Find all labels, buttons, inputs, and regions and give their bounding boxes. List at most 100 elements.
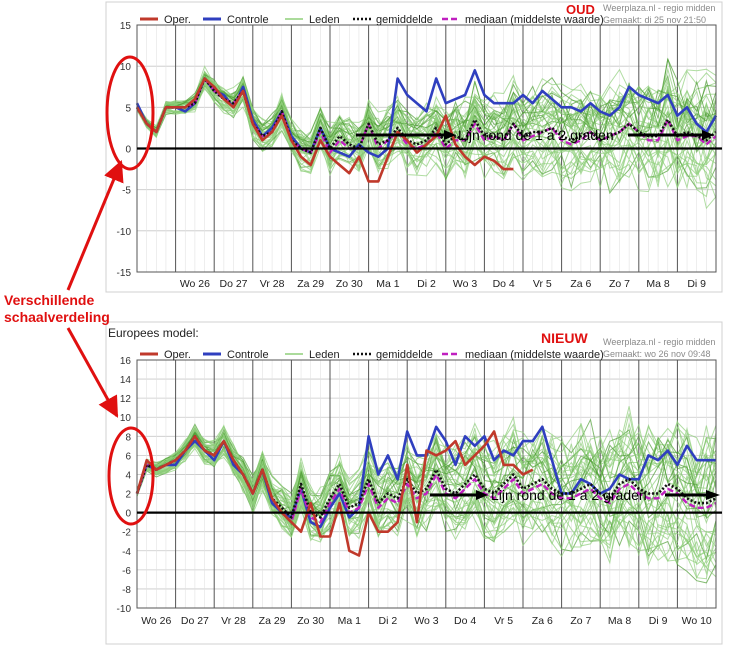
x-tick-label: Di 2	[379, 615, 398, 627]
x-tick-label: Zo 7	[570, 615, 591, 627]
side-annotation-line1: Verschillende	[4, 292, 94, 308]
ensemble-member-line	[136, 444, 717, 584]
x-tick-label: Za 29	[297, 278, 324, 290]
y-tick-label: -6	[122, 566, 131, 577]
y-tick-label: 6	[125, 451, 131, 462]
x-tick-label: Za 29	[259, 615, 286, 627]
x-tick-label: Za 6	[570, 278, 591, 290]
y-tick-label: 0	[125, 145, 131, 156]
x-tick-label: Ma 1	[376, 278, 400, 290]
y-tick-label: 8	[125, 432, 131, 443]
y-tick-label: -2	[122, 528, 131, 539]
x-tick-label: Do 4	[454, 615, 476, 627]
y-tick-label: 15	[120, 21, 132, 32]
x-tick-label: Ma 1	[338, 615, 362, 627]
legend-oud: Oper. Controle Leden gemiddelde mediaan …	[140, 14, 604, 26]
stamp-nieuw: NIEUW	[541, 330, 588, 346]
series-line-gemiddelde	[135, 434, 717, 519]
source-label-oud: Weerplaza.nl - regio midden	[603, 3, 715, 13]
legend-label-controle-nieuw: Controle	[227, 349, 269, 361]
annotation-oud: Lijn rond de 1 a 2 graden	[356, 127, 714, 143]
y-tick-label: 0	[125, 509, 131, 520]
legend-label-gemiddelde: gemiddelde	[376, 14, 433, 26]
made-label-oud: Gemaakt: di 25 nov 21:50	[603, 15, 706, 25]
member-lines-nieuw	[136, 406, 717, 584]
x-tick-label: Vr 28	[260, 278, 285, 290]
legend-label-mediaan: mediaan (middelste waarde)	[465, 14, 604, 26]
x-tick-label: Di 2	[417, 278, 436, 290]
x-tick-label: Do 27	[181, 615, 209, 627]
ensemble-member-line	[136, 75, 717, 145]
x-tick-label: Do 27	[219, 278, 247, 290]
annotation-arrowhead-right-oud	[702, 130, 714, 140]
axes-oud: 15 10 5 0 -5 -10 -15 Wo 26 Do 27 Vr 28 Za 29 Zo 30 M…	[117, 21, 722, 290]
annotation-arrowhead-left-oud	[444, 130, 456, 140]
y-tick-label: -10	[117, 227, 132, 238]
ensemble-member-line	[136, 82, 717, 184]
x-tick-label: Wo 26	[180, 278, 210, 290]
side-annotation: Verschillende schaalverdeling	[4, 160, 124, 418]
y-tick-label: 12	[120, 394, 132, 405]
series-lines-nieuw	[135, 425, 717, 557]
scale-highlight-ellipse-oud	[105, 55, 155, 171]
annotation-text-nieuw: Lijn rond de 1 a 2 graden	[491, 487, 647, 503]
x-tick-label: Zo 7	[609, 278, 630, 290]
ensemble-member-line	[136, 77, 717, 146]
header-caption: Europees model:	[108, 326, 199, 340]
x-tick-label: Ma 8	[608, 615, 632, 627]
ensemble-member-line	[136, 441, 717, 538]
stamp-oud: OUD	[566, 2, 595, 17]
annotation-arrowhead-right-nieuw	[706, 490, 720, 500]
x-tick-label: Wo 3	[414, 615, 438, 627]
legend-nieuw: Oper. Controle Leden gemiddelde mediaan …	[140, 349, 604, 361]
ensemble-member-line	[136, 424, 717, 510]
legend-label-leden: Leden	[309, 14, 340, 26]
chart-frame-nieuw	[105, 321, 723, 645]
scale-highlight-ellipse-nieuw	[107, 426, 155, 526]
x-tick-label: Ma 8	[646, 278, 670, 290]
y-tick-label: 5	[125, 103, 131, 114]
series-line-mediaan	[135, 435, 717, 524]
axes-nieuw: 16 14 12 10 8 6 4 2 0 -2 -4 -6 -8 -10 Wo 26 Do 27 Vr 28 Z…	[117, 356, 722, 627]
x-tick-label: Vr 5	[533, 278, 552, 290]
x-tick-label: Za 6	[532, 615, 553, 627]
y-tick-label: 10	[120, 62, 132, 73]
legend-label-oper-nieuw: Oper.	[164, 349, 191, 361]
y-tick-label: 14	[120, 375, 132, 386]
legend-label-mediaan-nieuw: mediaan (middelste waarde)	[465, 349, 604, 361]
side-annotation-arrow-up	[66, 160, 124, 291]
ensemble-member-line	[136, 413, 717, 506]
x-tick-label: Wo 26	[141, 615, 171, 627]
annotation-text-oud: Lijn rond de 1 a 2 graden	[458, 127, 614, 143]
x-tick-label: Vr 5	[494, 615, 513, 627]
y-tick-label: -10	[117, 604, 132, 615]
series-line-oper	[135, 430, 534, 557]
y-tick-label: -15	[117, 268, 132, 279]
chart-panel-oud: 15 10 5 0 -5 -10 -15 Wo 26 Do 27 Vr 28 Za 29 Zo 30 M…	[105, 1, 723, 293]
x-tick-label: Zo 30	[336, 278, 363, 290]
series-line-gemiddelde	[135, 77, 717, 154]
side-annotation-line2: schaalverdeling	[4, 309, 110, 325]
side-annotation-arrow-down	[66, 327, 119, 418]
y-tick-label: -4	[122, 547, 131, 558]
x-tick-label: Di 9	[687, 278, 706, 290]
y-tick-label: 2	[125, 490, 131, 501]
annotation-nieuw: Lijn rond de 1 a 2 graden	[430, 487, 720, 503]
legend-label-oper: Oper.	[164, 14, 191, 26]
y-tick-label: 10	[120, 413, 132, 424]
y-tick-label: -8	[122, 585, 131, 596]
ensemble-member-line	[136, 68, 717, 142]
chart-panel-nieuw: Europees model: 16 14 12 10 8 6 4 2 0 -2 -4 -6 -8 -10…	[105, 321, 723, 645]
y-tick-label: 16	[120, 356, 132, 367]
ensemble-member-line	[136, 81, 717, 198]
legend-label-leden-nieuw: Leden	[309, 349, 340, 361]
x-tick-label: Zo 30	[297, 615, 324, 627]
ensemble-member-line	[136, 86, 717, 199]
x-tick-label: Vr 28	[221, 615, 246, 627]
x-tick-label: Wo 3	[453, 278, 477, 290]
legend-label-controle: Controle	[227, 14, 269, 26]
annotation-arrowhead-left-nieuw	[476, 490, 488, 500]
made-label-nieuw: Gemaakt: wo 26 nov 09:48	[603, 349, 711, 359]
y-tick-label: -5	[122, 186, 131, 197]
x-tick-label: Do 4	[493, 278, 515, 290]
